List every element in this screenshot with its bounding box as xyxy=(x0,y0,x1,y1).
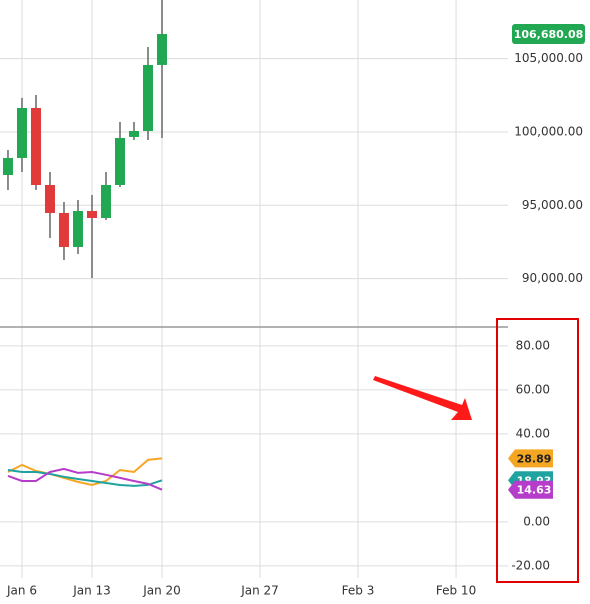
value-tag-label: 28.89 xyxy=(517,452,552,465)
candle-body xyxy=(2,157,13,175)
candle-body xyxy=(143,64,154,131)
indicator-line xyxy=(7,457,163,486)
value-tag xyxy=(508,480,553,499)
candle-body xyxy=(30,107,41,185)
y-tick-label: 100,000.00 xyxy=(514,124,583,138)
price-tag-label: 106,680.08 xyxy=(514,28,584,41)
candle-body xyxy=(129,130,140,137)
candle-body xyxy=(100,184,111,218)
y-tick-label: 60.00 xyxy=(516,382,550,396)
y-tick-label: 105,000.00 xyxy=(514,51,583,65)
x-tick-label: Jan 20 xyxy=(142,584,181,598)
x-tick-label: Feb 3 xyxy=(342,584,375,598)
candle-body xyxy=(114,137,125,185)
candle-body xyxy=(86,210,97,218)
x-tick-label: Feb 10 xyxy=(436,584,476,598)
x-tick-label: Jan 13 xyxy=(72,584,111,598)
annotation-box xyxy=(496,318,579,583)
y-tick-label: 0.00 xyxy=(523,514,550,528)
price-tag xyxy=(512,24,585,45)
candle-body xyxy=(44,184,55,213)
y-tick-label: -20.00 xyxy=(511,558,550,572)
y-tick-label: 95,000.00 xyxy=(522,198,583,212)
indicator-line xyxy=(7,468,163,487)
candle-body xyxy=(72,210,83,247)
value-tag xyxy=(508,449,553,468)
candle-body xyxy=(157,34,168,65)
x-tick-label: Jan 27 xyxy=(240,584,279,598)
candle-body xyxy=(16,107,27,158)
y-tick-label: 40.00 xyxy=(516,426,550,440)
y-tick-label: 90,000.00 xyxy=(522,271,583,285)
candle-body xyxy=(58,212,69,247)
x-tick-label: Jan 6 xyxy=(6,584,37,598)
value-tag-label: 14.63 xyxy=(517,484,552,497)
y-tick-label: 80.00 xyxy=(516,338,550,352)
indicator-line xyxy=(7,467,163,491)
annotation-arrow xyxy=(373,376,472,420)
